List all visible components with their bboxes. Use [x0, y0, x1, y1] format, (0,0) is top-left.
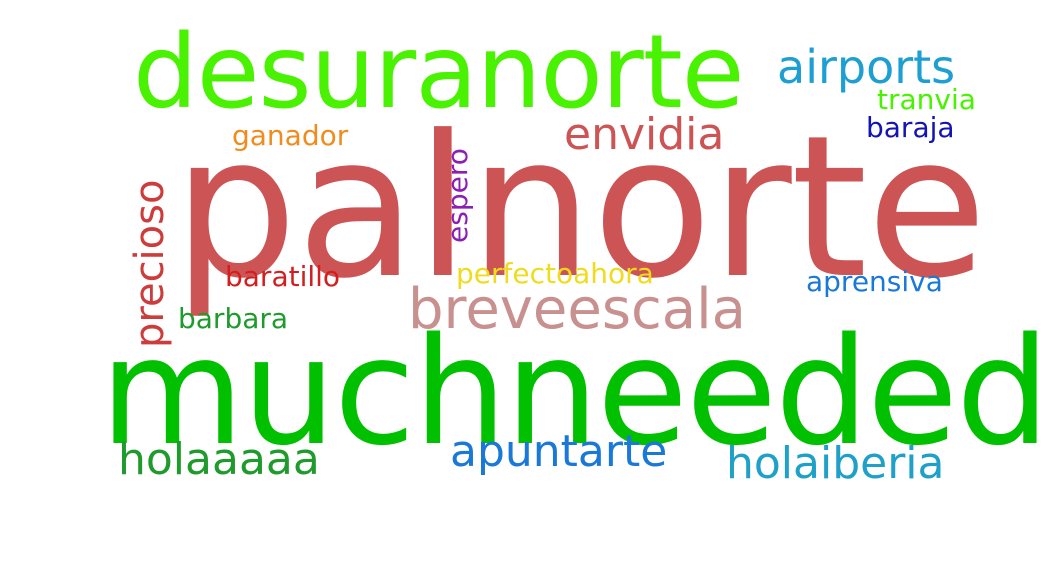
word-barbara: barbara	[178, 302, 289, 335]
word-muchneeded: muchneeded	[100, 306, 1046, 478]
word-holaaaaa: holaaaaa	[118, 434, 320, 485]
word-aprensiva: aprensiva	[806, 265, 943, 298]
word-breveescala: breveescala	[408, 277, 746, 342]
word-holaiberia: holaiberia	[726, 438, 945, 489]
word-envidia: envidia	[564, 109, 725, 160]
word-airports: airports	[777, 40, 956, 94]
word-tranvia: tranvia	[877, 83, 976, 116]
word-baraja: baraja	[866, 111, 955, 144]
word-precioso: precioso	[127, 179, 173, 348]
word-ganador: ganador	[232, 119, 349, 152]
word-palnorte: palnorte	[173, 94, 987, 322]
word-desuranorte: desuranorte	[133, 13, 744, 132]
word-espero: espero	[441, 148, 474, 243]
word-perfectoahora: perfectoahora	[456, 257, 654, 290]
word-baratillo: baratillo	[225, 260, 341, 293]
word-apuntarte: apuntarte	[450, 426, 668, 477]
